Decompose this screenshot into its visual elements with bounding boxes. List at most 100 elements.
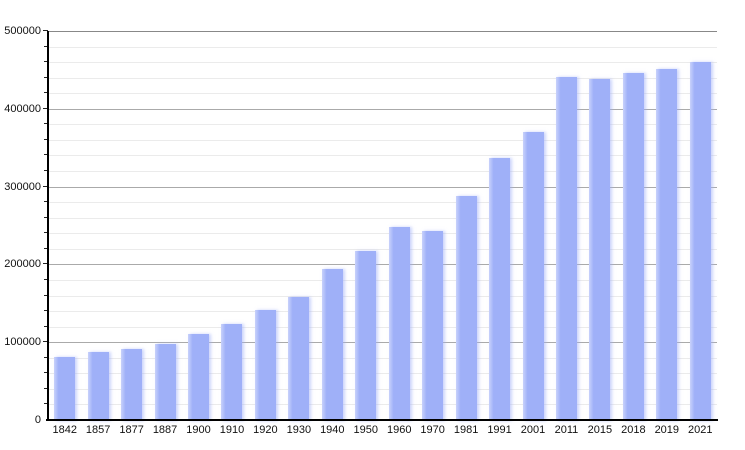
y-tick: [44, 92, 48, 94]
y-tick-label: 400000: [4, 102, 41, 115]
y-tick: [44, 154, 48, 156]
x-tick-label: 1940: [320, 424, 345, 436]
minor-gridline: [48, 388, 717, 390]
bar-1940: [321, 269, 343, 421]
minor-gridline: [48, 62, 717, 64]
minor-gridline: [48, 155, 717, 157]
x-tick-label: 1857: [85, 424, 111, 436]
x-tick-label: 1900: [186, 424, 211, 436]
minor-gridline: [48, 46, 717, 48]
bar-1857: [87, 351, 109, 421]
major-gridline: [48, 108, 717, 110]
y-tick: [44, 45, 48, 47]
bar-1920: [254, 309, 276, 421]
x-tick-label: 1950: [353, 424, 378, 436]
y-tick: [44, 372, 48, 374]
y-tick-label: 300000: [4, 180, 41, 193]
bar-1970: [422, 231, 444, 421]
bar-2001: [522, 132, 544, 421]
y-tick: [44, 325, 48, 327]
y-axis-line: [47, 31, 49, 420]
y-tick: [44, 294, 48, 296]
y-tick: [44, 201, 48, 203]
y-tick: [44, 387, 48, 389]
y-tick: [44, 216, 48, 218]
bar-1842: [54, 357, 76, 421]
minor-gridline: [48, 139, 717, 141]
minor-gridline: [48, 202, 717, 204]
minor-gridline: [48, 295, 717, 297]
bar-1910: [221, 323, 243, 421]
x-tick-label: 2001: [520, 424, 546, 436]
minor-gridline: [48, 373, 717, 375]
minor-gridline: [48, 279, 717, 281]
minor-gridline: [48, 311, 717, 313]
bar-2019: [656, 68, 678, 421]
y-tick: [44, 356, 48, 358]
bar-1930: [288, 297, 310, 421]
y-tick: [44, 138, 48, 140]
y-tick: [44, 403, 48, 405]
y-tick: [44, 61, 48, 63]
x-tick-label: 2018: [621, 424, 646, 436]
bar-1877: [121, 349, 143, 421]
minor-gridline: [48, 233, 717, 235]
x-tick-label: 1970: [420, 424, 445, 436]
major-gridline: [48, 186, 717, 188]
minor-gridline: [48, 357, 717, 359]
y-tick-label: 200000: [4, 258, 41, 271]
major-gridline: [48, 342, 717, 344]
x-tick-label: 1842: [52, 424, 77, 436]
plot-area: [48, 31, 717, 421]
x-tick-label: 1991: [487, 424, 512, 436]
x-axis-line: [46, 419, 718, 421]
y-axis-ticks: [43, 30, 48, 420]
y-tick: [43, 107, 48, 109]
bar-1950: [355, 250, 377, 421]
bar-1960: [388, 227, 410, 421]
minor-gridline: [48, 217, 717, 219]
y-tick: [43, 341, 48, 343]
x-tick-label: 2019: [654, 424, 680, 436]
y-tick-label: 500000: [4, 25, 41, 37]
x-tick-label: 1920: [253, 424, 278, 436]
bar-1991: [489, 158, 511, 421]
minor-gridline: [48, 77, 717, 79]
bar-1887: [154, 343, 176, 421]
x-tick-label: 2021: [688, 424, 713, 436]
x-tick-label: 2011: [554, 424, 579, 436]
y-tick: [44, 123, 48, 125]
bar-1981: [455, 196, 477, 421]
bar-2018: [622, 73, 644, 421]
x-tick-label: 1887: [152, 424, 178, 436]
y-tick-label: 0: [34, 414, 41, 426]
y-tick: [43, 185, 48, 187]
y-tick: [44, 247, 48, 249]
x-tick-label: 1981: [453, 424, 479, 436]
minor-gridline: [48, 326, 717, 328]
major-gridline: [48, 264, 717, 266]
minor-gridline: [48, 404, 717, 406]
minor-gridline: [48, 93, 717, 95]
x-tick-label: 2015: [587, 424, 613, 436]
x-tick-label: 1877: [119, 424, 144, 436]
minor-gridline: [48, 248, 717, 250]
bar-2021: [689, 62, 711, 421]
bar-2011: [555, 77, 577, 421]
bar-1900: [188, 333, 210, 421]
y-tick: [43, 263, 48, 265]
y-tick: [44, 76, 48, 78]
x-tick-label: 1910: [219, 424, 245, 436]
y-tick-label: 100000: [4, 336, 41, 349]
y-tick: [44, 310, 48, 312]
y-tick: [44, 278, 48, 280]
x-tick-label: 1930: [286, 424, 312, 436]
y-tick: [43, 30, 48, 31]
bar-2015: [589, 78, 611, 421]
x-tick-label: 1960: [386, 424, 412, 436]
y-tick: [44, 232, 48, 234]
x-axis-labels: 1842 1857 1877 1887 1900 1910 1920 1930 1940 1950…: [48, 424, 717, 438]
y-tick: [44, 170, 48, 172]
y-axis-labels: 0 100000 200000 300000 400000 500000: [0, 25, 43, 426]
